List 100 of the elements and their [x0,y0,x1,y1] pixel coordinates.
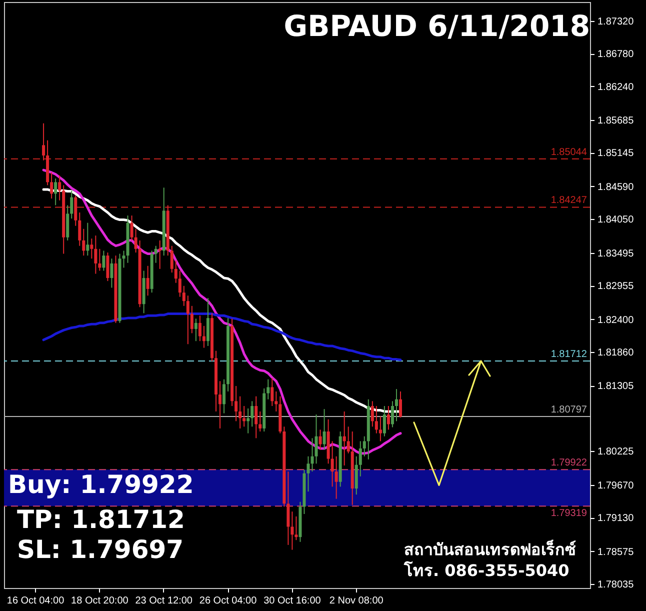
x-tick-label: 26 Oct 04:00 [199,596,258,606]
annotation: SL: 1.79697 [17,535,184,564]
candlestick [134,228,138,254]
candlestick [50,172,54,200]
candlestick [266,378,270,400]
ref-line-label: 1.79319 [550,508,588,520]
candlestick [86,222,90,256]
x-tick-label: 2 Nov 08:00 [329,596,384,606]
y-tick-label: 1.86780 [598,49,634,60]
candlestick [190,305,194,334]
candlestick [174,260,178,284]
candlestick [386,406,390,430]
candlestick [334,456,338,500]
chart-title: GBPAUD 6/11/2018 [284,9,590,43]
candlestick [330,440,334,488]
ref-line-label: 1.80797 [550,404,588,416]
candlestick [290,511,294,550]
candlestick [106,252,110,282]
candlestick [322,408,326,450]
candlestick [222,378,226,414]
ref-line-label: 1.85044 [550,146,588,158]
y-tick-label: 1.84050 [598,214,634,226]
candlestick [90,238,94,260]
x-tick-label: 18 Oct 20:00 [71,596,129,606]
candlestick [398,390,402,418]
candlestick [318,429,322,450]
y-tick-label: 1.83495 [598,248,634,260]
candlestick [274,390,278,412]
candlestick [354,456,358,496]
candlestick [358,440,362,477]
x-tick-label: 16 Oct 04:00 [6,596,65,606]
candlestick [218,380,222,429]
candlestick [270,378,274,407]
candlestick [250,400,254,428]
candlestick [254,396,258,439]
candlestick [390,400,394,428]
candlestick [170,245,174,274]
y-tick-label: 1.81305 [598,381,634,392]
candlestick [178,270,182,298]
candlestick [146,265,150,296]
y-tick-label: 1.80225 [598,446,634,458]
candlestick [242,406,246,428]
candlestick [310,438,314,472]
candlestick [234,385,238,422]
candlestick [258,410,262,432]
candlestick [314,414,318,464]
y-tick-label: 1.84590 [598,182,634,193]
y-tick-label: 1.82400 [598,314,634,326]
candlestick [202,325,206,348]
candlestick [110,258,114,288]
y-tick-label: 1.79670 [598,480,634,492]
y-tick-label: 1.78035 [598,580,634,591]
y-tick-label: 1.85685 [598,115,634,126]
candlestick [286,471,290,546]
candlestick [394,388,398,422]
candlestick [194,318,198,342]
candlestick [122,250,126,268]
y-tick-label: 1.81860 [598,348,634,359]
candlestick [206,298,210,346]
candlestick [186,295,190,345]
x-tick-label: 30 Oct 16:00 [264,596,322,606]
candlestick [82,228,86,256]
ref-line-label: 1.84247 [550,195,588,206]
candlestick [78,212,82,246]
candlestick [98,248,102,272]
candlestick [102,250,106,272]
candlestick [94,235,98,274]
candlestick [74,195,78,226]
y-tick-label: 1.82955 [598,281,634,292]
y-tick-label: 1.79130 [598,513,634,524]
candlestick [306,456,310,492]
candlestick [370,400,374,428]
candlestick [182,285,186,306]
text: โทร. 086-355-5040 [403,560,570,580]
y-tick-label: 1.85145 [598,148,634,160]
x-tick-label: 23 Oct 12:00 [135,596,193,606]
candlestick [66,204,70,241]
candlestick [154,245,158,264]
candlestick [70,190,74,220]
candlestick [342,410,346,466]
candlestick [54,178,58,206]
candlestick [382,406,386,437]
annotation: TP: 1.81712 [17,505,185,534]
candlestick [130,215,134,241]
text: สถาบันสอนเทรดฟอเร็กซ์ [404,538,576,559]
y-tick-label: 1.78575 [598,546,634,558]
candlestick [246,408,250,434]
y-tick-label: 1.86240 [598,82,634,93]
candlestick [238,396,242,429]
ref-line-label: 1.79922 [550,458,588,469]
y-tick-label: 1.87320 [598,16,634,28]
candlestick [294,516,298,541]
candlestick [378,416,382,442]
candlestick [362,436,366,457]
candlestick [198,315,202,342]
annotation: Buy: 1.79922 [8,470,194,499]
candlestick [346,426,350,454]
candlestick [42,122,46,161]
candlestick [58,174,62,201]
ref-line-label: 1.81712 [550,349,588,360]
